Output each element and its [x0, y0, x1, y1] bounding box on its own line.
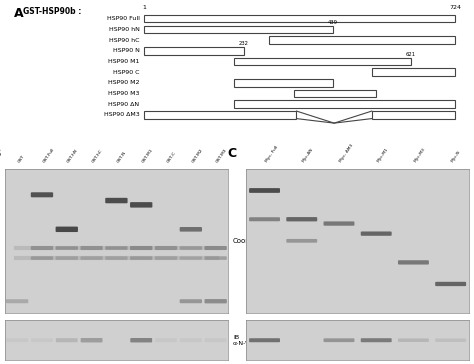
FancyBboxPatch shape: [205, 338, 227, 342]
Text: IB
α-N-WASP: IB α-N-WASP: [233, 335, 264, 346]
FancyBboxPatch shape: [6, 339, 28, 342]
FancyBboxPatch shape: [144, 15, 456, 23]
FancyBboxPatch shape: [31, 339, 53, 342]
Text: Coomassie: Coomassie: [233, 238, 271, 244]
FancyBboxPatch shape: [55, 246, 78, 250]
Text: 724: 724: [449, 5, 461, 10]
Text: GST: GST: [17, 154, 26, 163]
FancyBboxPatch shape: [361, 232, 392, 236]
Text: GST-N: GST-N: [117, 150, 128, 163]
Text: HSP90 M3: HSP90 M3: [108, 91, 139, 96]
FancyBboxPatch shape: [234, 79, 333, 87]
Text: HSP90 M2: HSP90 M2: [108, 80, 139, 85]
Text: HSP90 N: HSP90 N: [113, 48, 139, 53]
FancyBboxPatch shape: [81, 338, 102, 343]
FancyBboxPatch shape: [204, 299, 227, 303]
Text: GST-hC: GST-hC: [91, 148, 104, 163]
FancyBboxPatch shape: [268, 36, 456, 44]
Text: HSP90 hN: HSP90 hN: [109, 27, 139, 32]
Text: GST-Full: GST-Full: [42, 147, 55, 163]
Text: A: A: [14, 7, 24, 20]
Text: HSP90 hC: HSP90 hC: [109, 37, 139, 43]
FancyBboxPatch shape: [286, 217, 317, 221]
FancyBboxPatch shape: [249, 338, 280, 342]
FancyBboxPatch shape: [144, 47, 244, 55]
Text: GST-C: GST-C: [166, 150, 177, 163]
Text: HSP90 M1: HSP90 M1: [108, 59, 139, 64]
FancyBboxPatch shape: [249, 188, 280, 193]
FancyBboxPatch shape: [6, 299, 28, 303]
Text: B: B: [0, 147, 2, 161]
Text: HSP90 C: HSP90 C: [113, 70, 139, 75]
FancyBboxPatch shape: [204, 256, 227, 260]
FancyBboxPatch shape: [106, 338, 128, 342]
FancyBboxPatch shape: [435, 282, 466, 286]
FancyBboxPatch shape: [361, 338, 392, 342]
Text: Myc-N: Myc-N: [451, 150, 462, 163]
Text: GST-hN: GST-hN: [67, 148, 79, 163]
FancyBboxPatch shape: [249, 217, 280, 221]
FancyBboxPatch shape: [144, 111, 296, 119]
Text: Myc-M1: Myc-M1: [376, 147, 389, 163]
Text: Myc-ΔN: Myc-ΔN: [302, 147, 315, 163]
Text: GST-HSP90b :: GST-HSP90b :: [23, 7, 82, 16]
Text: Myc- Full: Myc- Full: [264, 145, 279, 163]
FancyBboxPatch shape: [324, 221, 355, 226]
FancyBboxPatch shape: [105, 256, 128, 260]
Text: HSP90 ΔN: HSP90 ΔN: [109, 102, 139, 107]
FancyBboxPatch shape: [130, 338, 152, 343]
Text: Myc- ΔM3: Myc- ΔM3: [339, 143, 355, 163]
Text: C: C: [228, 147, 237, 161]
FancyBboxPatch shape: [31, 256, 53, 260]
Text: 1: 1: [142, 5, 146, 10]
FancyBboxPatch shape: [144, 25, 333, 33]
Text: GST-M2: GST-M2: [191, 147, 204, 163]
FancyBboxPatch shape: [31, 192, 53, 197]
FancyBboxPatch shape: [155, 246, 177, 250]
FancyBboxPatch shape: [55, 256, 78, 260]
FancyBboxPatch shape: [81, 246, 103, 250]
FancyBboxPatch shape: [398, 260, 429, 265]
Text: GST-M3: GST-M3: [216, 147, 228, 163]
Text: HSP90 Full: HSP90 Full: [107, 16, 139, 21]
FancyBboxPatch shape: [155, 338, 177, 342]
FancyBboxPatch shape: [180, 227, 202, 232]
Text: 621: 621: [406, 52, 416, 57]
FancyBboxPatch shape: [56, 338, 78, 342]
FancyBboxPatch shape: [180, 246, 202, 250]
Text: HSP90 ΔM3: HSP90 ΔM3: [104, 112, 139, 117]
FancyBboxPatch shape: [105, 246, 128, 250]
FancyBboxPatch shape: [398, 339, 429, 342]
Text: 439: 439: [328, 20, 337, 25]
FancyBboxPatch shape: [130, 256, 152, 260]
FancyBboxPatch shape: [286, 239, 317, 243]
Text: GST-M1: GST-M1: [141, 147, 154, 163]
FancyBboxPatch shape: [234, 58, 411, 65]
FancyBboxPatch shape: [81, 256, 103, 260]
FancyBboxPatch shape: [324, 339, 355, 342]
FancyBboxPatch shape: [435, 339, 466, 342]
FancyBboxPatch shape: [286, 339, 317, 342]
FancyBboxPatch shape: [180, 257, 202, 260]
FancyBboxPatch shape: [294, 90, 376, 97]
FancyBboxPatch shape: [130, 246, 152, 250]
FancyBboxPatch shape: [105, 198, 128, 203]
FancyBboxPatch shape: [155, 256, 177, 260]
FancyBboxPatch shape: [372, 68, 456, 76]
Text: 232: 232: [238, 41, 248, 46]
FancyBboxPatch shape: [234, 100, 456, 108]
FancyBboxPatch shape: [31, 246, 53, 250]
Text: Myc-M3: Myc-M3: [413, 147, 427, 163]
FancyBboxPatch shape: [130, 202, 152, 207]
FancyBboxPatch shape: [180, 299, 202, 303]
FancyBboxPatch shape: [372, 111, 456, 119]
FancyBboxPatch shape: [180, 338, 202, 342]
FancyBboxPatch shape: [55, 226, 78, 232]
FancyBboxPatch shape: [204, 246, 227, 250]
